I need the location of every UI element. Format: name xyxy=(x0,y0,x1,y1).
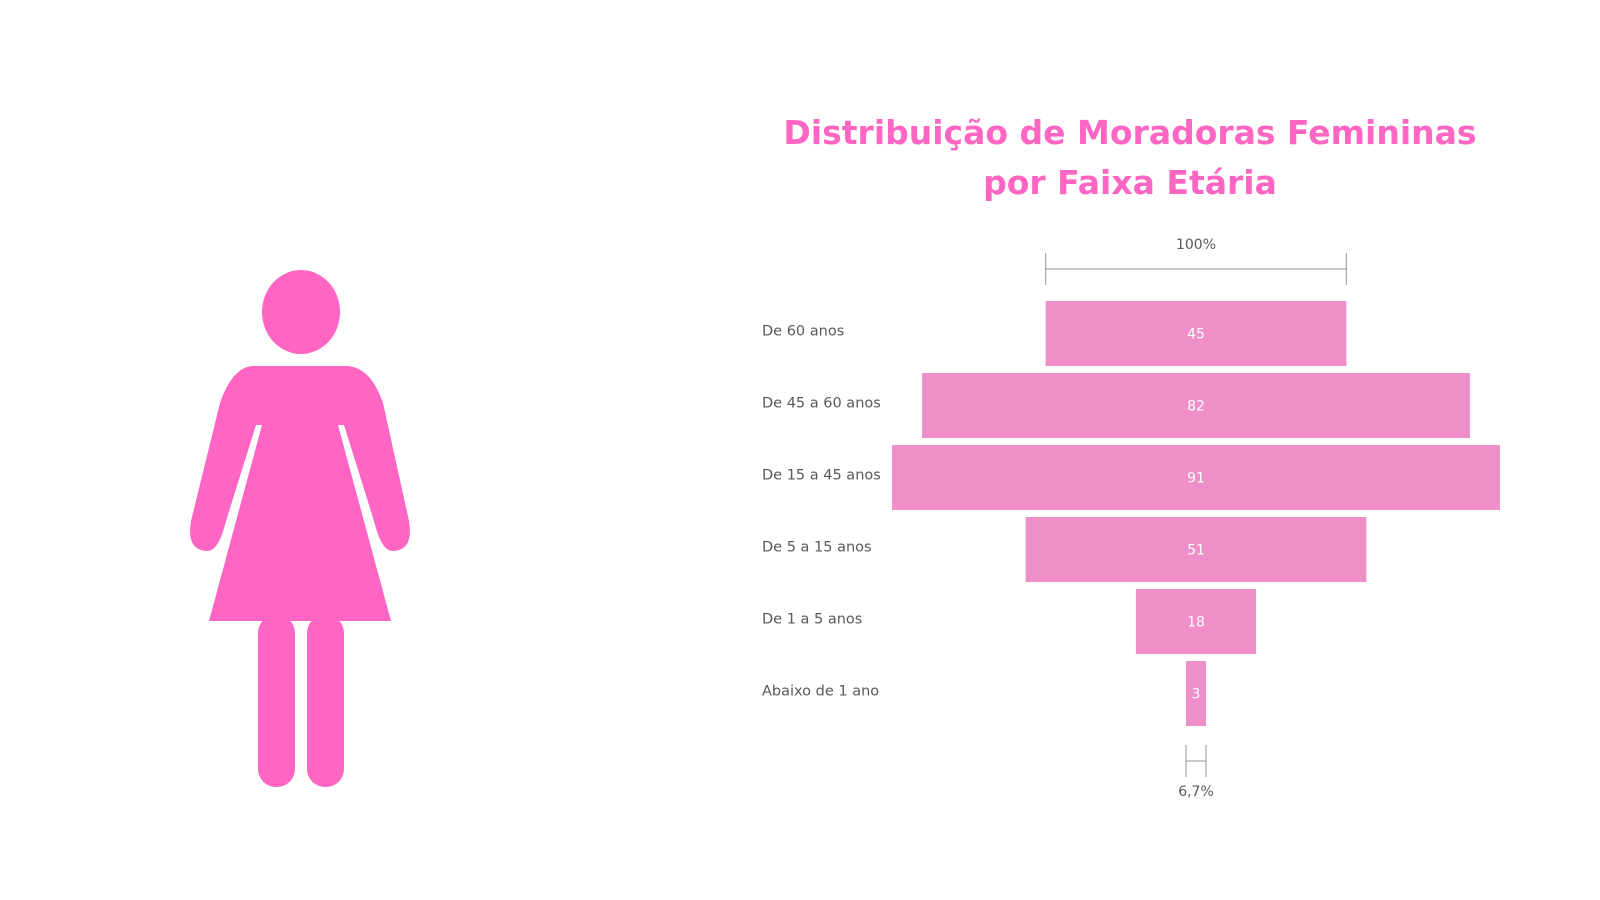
category-label: De 1 a 5 anos xyxy=(762,612,862,628)
bar-value-label: 45 xyxy=(1187,327,1205,343)
funnel-bar xyxy=(1045,301,1347,366)
bar-value-label: 51 xyxy=(1187,543,1205,559)
funnel-bar xyxy=(922,373,1470,438)
top-percent-label: 100% xyxy=(1176,237,1216,253)
bottom-percent-bracket xyxy=(1185,745,1207,777)
bottom-percent-label: 6,7% xyxy=(1178,784,1214,800)
bar-value-label: 82 xyxy=(1187,399,1205,415)
top-percent-bracket xyxy=(1045,253,1347,285)
bar-value-label: 91 xyxy=(1187,471,1205,487)
funnel-bar xyxy=(1185,661,1207,726)
category-label: De 45 a 60 anos xyxy=(762,396,881,412)
funnel-bar xyxy=(892,445,1500,510)
category-label: De 15 a 45 anos xyxy=(762,468,881,484)
category-label: De 60 anos xyxy=(762,324,844,340)
funnel-bar xyxy=(1025,517,1367,582)
woman-icon xyxy=(190,270,410,787)
chart-title-line-1: Distribuição de Moradoras Femininas xyxy=(783,113,1477,152)
chart-title-line-2: por Faixa Etária xyxy=(983,163,1277,202)
bar-value-label: 3 xyxy=(1192,687,1201,703)
chart-title: Distribuição de Moradoras Femininas por … xyxy=(720,108,1540,208)
bar-value-label: 18 xyxy=(1187,615,1205,631)
category-label: Abaixo de 1 ano xyxy=(762,684,879,700)
funnel-bar xyxy=(1135,589,1257,654)
category-label: De 5 a 15 anos xyxy=(762,540,872,556)
